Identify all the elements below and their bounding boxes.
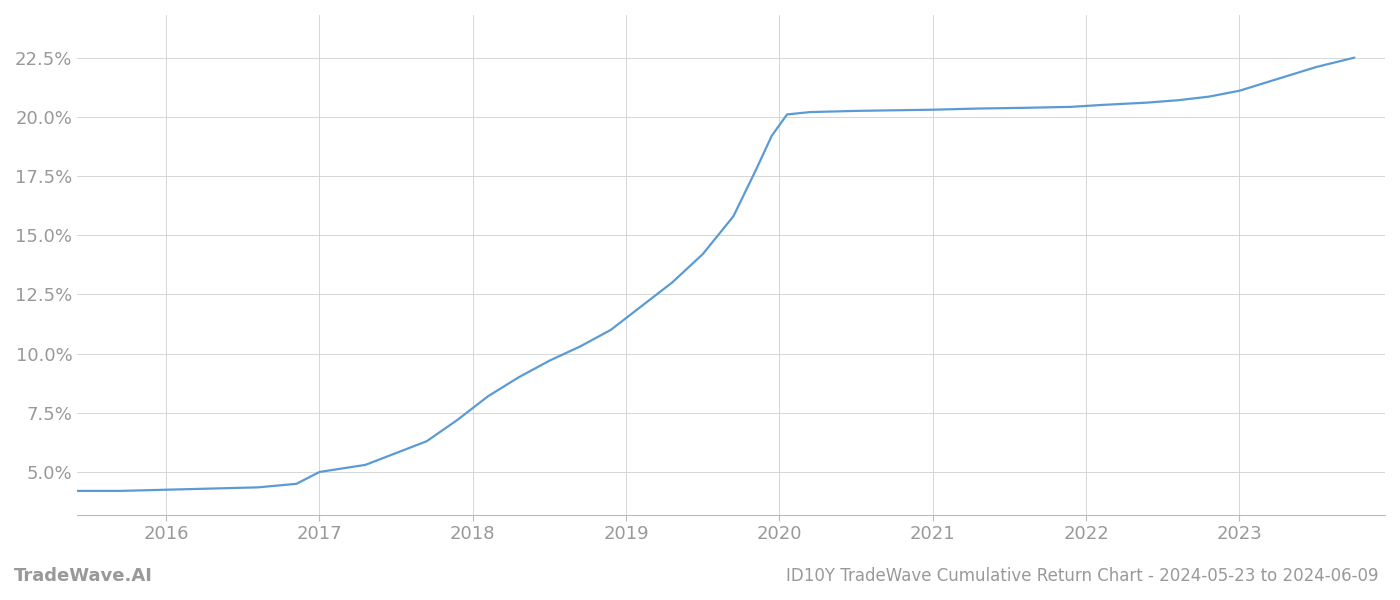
Text: TradeWave.AI: TradeWave.AI [14,567,153,585]
Text: ID10Y TradeWave Cumulative Return Chart - 2024-05-23 to 2024-06-09: ID10Y TradeWave Cumulative Return Chart … [787,567,1379,585]
